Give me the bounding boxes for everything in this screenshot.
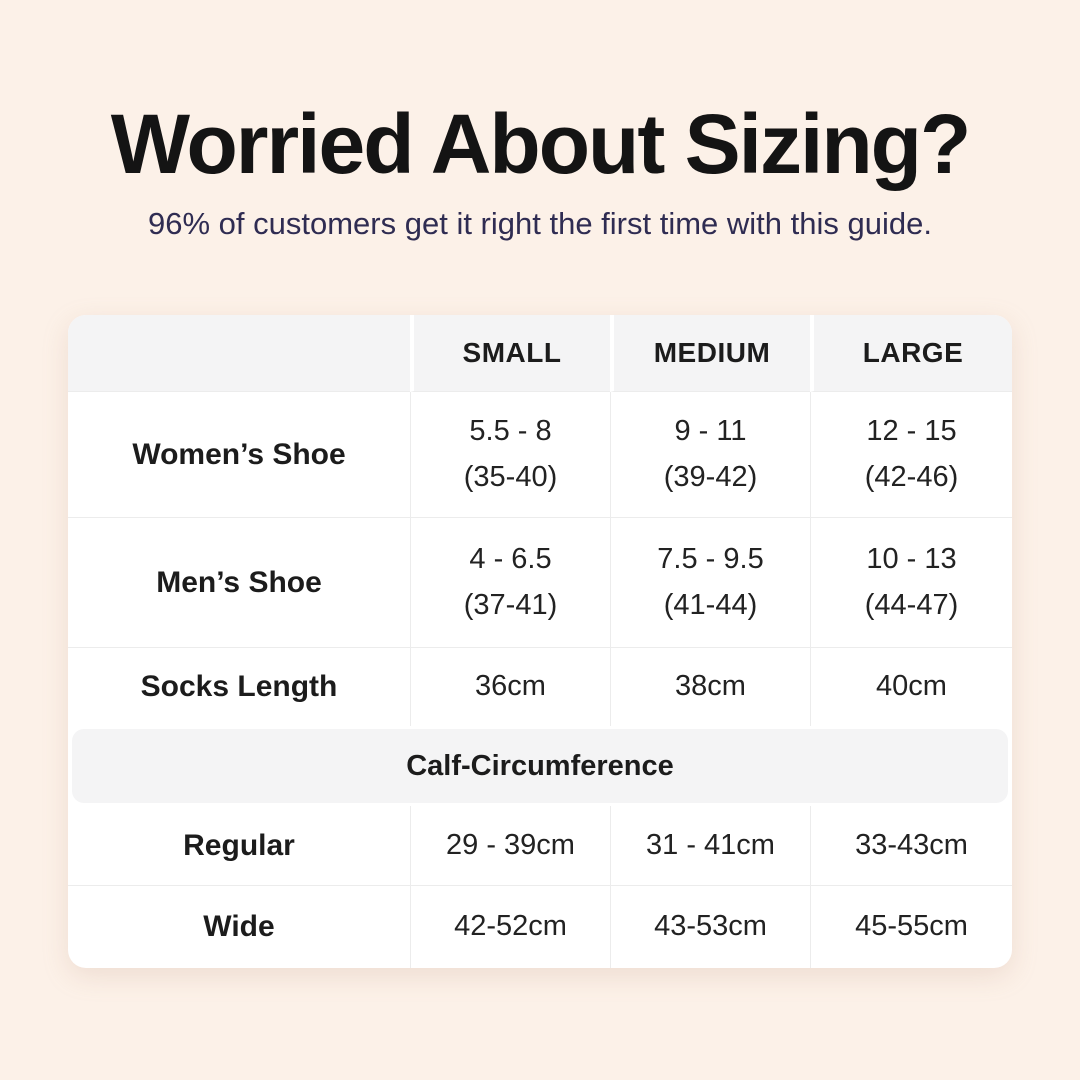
cell-socks-length-medium: 38cm: [610, 648, 810, 726]
cm-value: 36cm: [475, 670, 546, 703]
cell-wide-medium: 43-53cm: [610, 886, 810, 968]
size-us-range: 10 - 13: [866, 542, 957, 575]
row-label-text: Women’s Shoe: [132, 437, 346, 471]
row-label-text: Men’s Shoe: [156, 565, 322, 599]
cm-value: 38cm: [675, 670, 746, 703]
section-header-text: Calf-Circumference: [406, 749, 674, 782]
size-eu-range: (44-47): [864, 588, 959, 621]
page-subtitle: 96% of customers get it right the first …: [148, 206, 932, 241]
size-us-range: 7.5 - 9.5: [657, 542, 764, 575]
row-label-socks-length: Socks Length: [68, 648, 410, 726]
cell-regular-small: 29 - 39cm: [410, 806, 610, 886]
cell-womens-shoe-small: 5.5 - 8 (35-40): [410, 392, 610, 518]
row-label-wide: Wide: [68, 886, 410, 968]
cm-range: 33-43cm: [855, 828, 968, 861]
cm-range: 31 - 41cm: [646, 828, 775, 861]
page-title: Worried About Sizing?: [110, 97, 972, 191]
row-label-text: Wide: [203, 910, 275, 943]
cm-value: 40cm: [876, 670, 947, 703]
row-label-text: Socks Length: [140, 670, 338, 703]
table-header-empty: [68, 315, 410, 392]
cell-wide-large: 45-55cm: [810, 886, 1012, 968]
cm-range: 42-52cm: [454, 910, 567, 943]
cell-womens-shoe-large: 12 - 15 (42-46): [810, 392, 1012, 518]
size-chart-table: SMALL MEDIUM LARGE Women’s Shoe 5.5 - 8 …: [68, 315, 1012, 968]
size-us-range: 5.5 - 8: [469, 414, 552, 447]
section-header-calf-circumference: Calf-Circumference: [72, 729, 1008, 803]
cell-regular-large: 33-43cm: [810, 806, 1012, 886]
size-eu-range: (37-41): [463, 588, 558, 621]
table-header-large: LARGE: [810, 315, 1012, 392]
table-header-medium: MEDIUM: [610, 315, 810, 392]
section-band-wrapper: Calf-Circumference: [68, 726, 1012, 806]
size-eu-range: (41-44): [663, 588, 758, 621]
cm-range: 43-53cm: [654, 910, 767, 943]
size-us-range: 9 - 11: [674, 414, 747, 447]
cell-mens-shoe-medium: 7.5 - 9.5 (41-44): [610, 518, 810, 648]
cell-socks-length-large: 40cm: [810, 648, 1012, 726]
size-eu-range: (42-46): [864, 460, 959, 493]
cell-wide-small: 42-52cm: [410, 886, 610, 968]
size-eu-range: (35-40): [463, 460, 558, 493]
table-header-small: SMALL: [410, 315, 610, 392]
cell-womens-shoe-medium: 9 - 11 (39-42): [610, 392, 810, 518]
size-us-range: 4 - 6.5: [469, 542, 552, 575]
row-label-regular: Regular: [68, 806, 410, 886]
column-header-label: MEDIUM: [653, 337, 771, 368]
size-us-range: 12 - 15: [866, 414, 957, 447]
column-header-label: SMALL: [462, 337, 562, 368]
cell-mens-shoe-large: 10 - 13 (44-47): [810, 518, 1012, 648]
column-header-label: LARGE: [862, 337, 964, 368]
cell-regular-medium: 31 - 41cm: [610, 806, 810, 886]
cm-range: 29 - 39cm: [446, 828, 575, 861]
cm-range: 45-55cm: [855, 910, 968, 943]
row-label-mens-shoe: Men’s Shoe: [68, 518, 410, 648]
cell-socks-length-small: 36cm: [410, 648, 610, 726]
size-eu-range: (39-42): [663, 460, 758, 493]
row-label-text: Regular: [183, 828, 295, 862]
cell-mens-shoe-small: 4 - 6.5 (37-41): [410, 518, 610, 648]
row-label-womens-shoe: Women’s Shoe: [68, 392, 410, 518]
